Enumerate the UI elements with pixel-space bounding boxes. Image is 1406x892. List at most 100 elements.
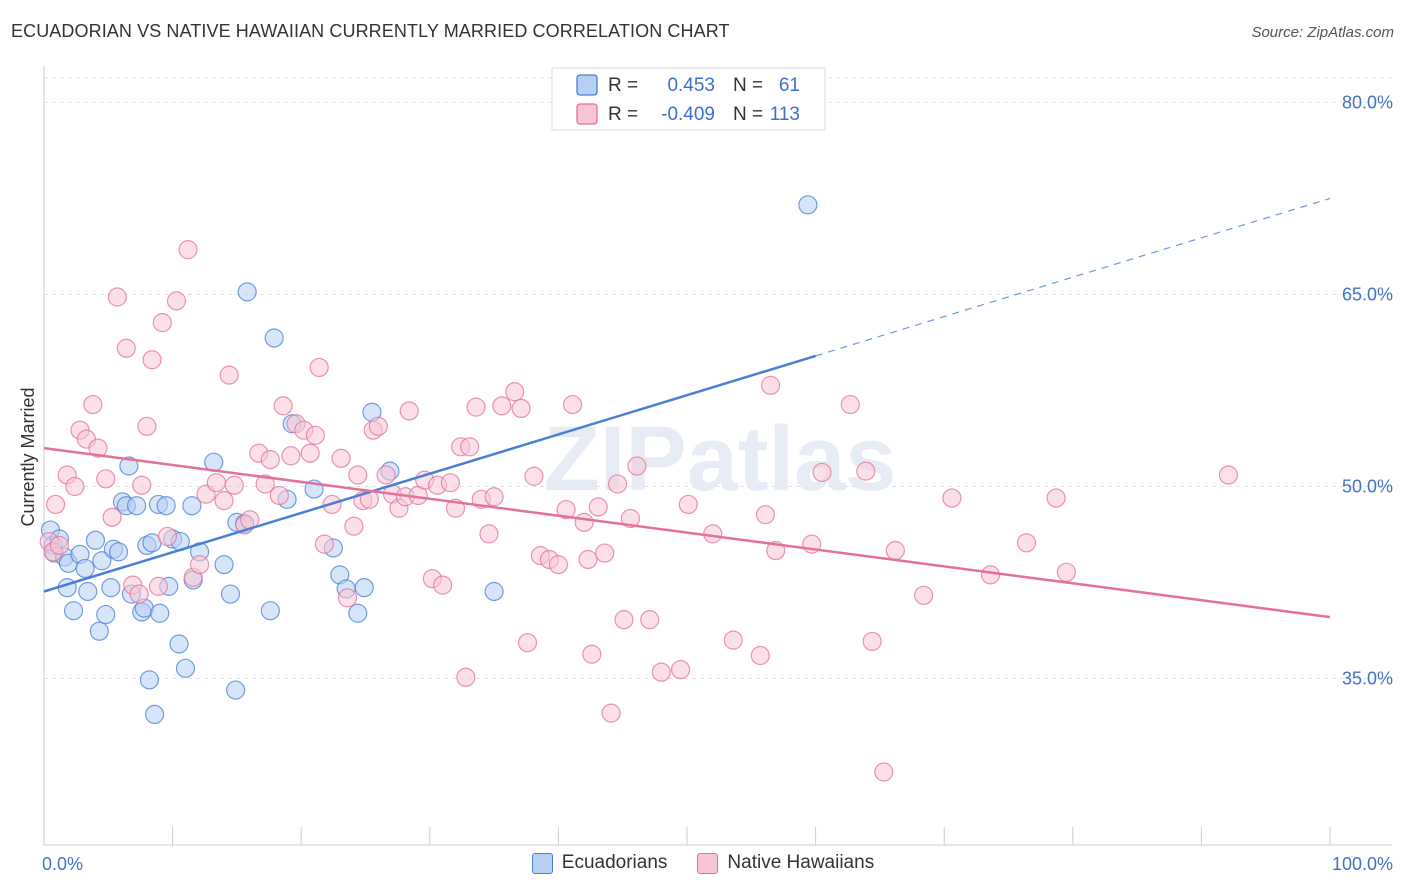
data-points [39, 195, 1239, 782]
data-point [142, 350, 162, 370]
data-point [980, 565, 1001, 585]
axes [43, 66, 1392, 846]
data-point [578, 549, 598, 570]
data-point [505, 382, 525, 402]
data-point [1046, 488, 1066, 508]
data-point [723, 630, 743, 650]
data-point [942, 488, 962, 508]
stats-r-value: -0.409 [661, 104, 715, 125]
data-point [484, 581, 504, 602]
data-point [460, 437, 480, 457]
x-tick-labels: 0.0% 100.0% [42, 854, 1393, 874]
data-point [190, 555, 210, 575]
data-point [226, 680, 246, 700]
data-point [175, 658, 196, 678]
data-point [376, 465, 396, 485]
data-point [260, 601, 280, 621]
data-point [750, 645, 770, 666]
data-point [220, 584, 241, 604]
data-point [65, 476, 85, 497]
data-point [582, 644, 602, 664]
stats-n-value: 61 [779, 75, 800, 96]
data-point [348, 465, 368, 485]
data-point [607, 474, 628, 494]
watermark: ZIPatlas [544, 408, 897, 510]
stats-n-label: N = [733, 104, 763, 125]
data-point [96, 604, 116, 625]
stats-r-label: R = [608, 104, 638, 125]
chart-title: ECUADORIAN VS NATIVE HAWAIIAN CURRENTLY … [11, 21, 730, 41]
data-point [237, 282, 257, 302]
data-point [399, 401, 419, 421]
data-point [556, 499, 576, 520]
data-point [214, 555, 234, 575]
series-native-hawaiians-points [39, 240, 1239, 782]
data-point [760, 375, 781, 395]
trend-extension-ecuadorians [815, 197, 1331, 357]
data-point [219, 365, 239, 385]
data-point [562, 394, 583, 415]
y-tick-label: 65.0% [1342, 284, 1393, 304]
data-point [1218, 465, 1239, 485]
trend-lines [43, 197, 1331, 619]
data-point [116, 338, 136, 358]
data-point [264, 328, 284, 348]
data-point [354, 578, 374, 598]
data-point [49, 535, 70, 556]
stats-r-value: 0.453 [667, 75, 715, 96]
data-point [300, 443, 320, 463]
legend-item-ecuadorians: Ecuadorians [531, 852, 668, 874]
data-point [96, 469, 116, 489]
data-point [157, 526, 178, 547]
trend-line-native-hawaiians [43, 446, 1331, 619]
data-point [260, 450, 280, 470]
data-point [440, 473, 460, 493]
legend-swatch-ecuadorians [531, 852, 553, 874]
data-point [479, 524, 499, 544]
data-point [182, 496, 202, 516]
data-point [862, 631, 882, 652]
data-point [885, 540, 905, 561]
data-point [331, 448, 351, 468]
data-point [92, 551, 112, 571]
series-legend: Ecuadorians Native Hawaiians [0, 852, 1406, 874]
y-tick-label: 35.0% [1342, 669, 1393, 689]
data-point [840, 394, 860, 415]
data-point [119, 456, 139, 476]
stats-swatch [576, 103, 598, 125]
data-point [433, 575, 453, 595]
data-point [102, 507, 122, 527]
stats-r-label: R = [608, 75, 638, 96]
data-point [1056, 562, 1076, 582]
data-point [83, 394, 103, 415]
data-point [126, 496, 147, 516]
data-point [178, 240, 198, 260]
data-point [89, 621, 109, 641]
data-point [348, 603, 368, 623]
data-point [914, 585, 934, 605]
data-point [132, 475, 152, 495]
data-point [627, 456, 647, 476]
data-point [314, 534, 334, 554]
data-point [129, 584, 149, 604]
data-point [148, 576, 169, 596]
stats-n-value: 113 [770, 104, 800, 125]
chart-source: Source: ZipAtlas.com [1251, 24, 1394, 41]
data-point [874, 762, 894, 782]
data-point [614, 610, 634, 630]
data-point [595, 543, 615, 563]
data-point [812, 462, 832, 483]
legend-label-native-hawaiians: Native Hawaiians [727, 852, 875, 873]
data-point [620, 508, 641, 529]
x-tick-label: 0.0% [42, 854, 83, 874]
data-point [269, 485, 289, 506]
legend-item-native-hawaiians: Native Hawaiians [697, 852, 874, 874]
data-point [156, 496, 176, 516]
stats-swatch [576, 74, 598, 96]
data-point [703, 524, 723, 544]
legend-label-ecuadorians: Ecuadorians [561, 852, 668, 873]
data-point [601, 703, 621, 723]
data-point [273, 396, 293, 416]
data-point [206, 473, 226, 493]
gridlines [44, 77, 1392, 680]
